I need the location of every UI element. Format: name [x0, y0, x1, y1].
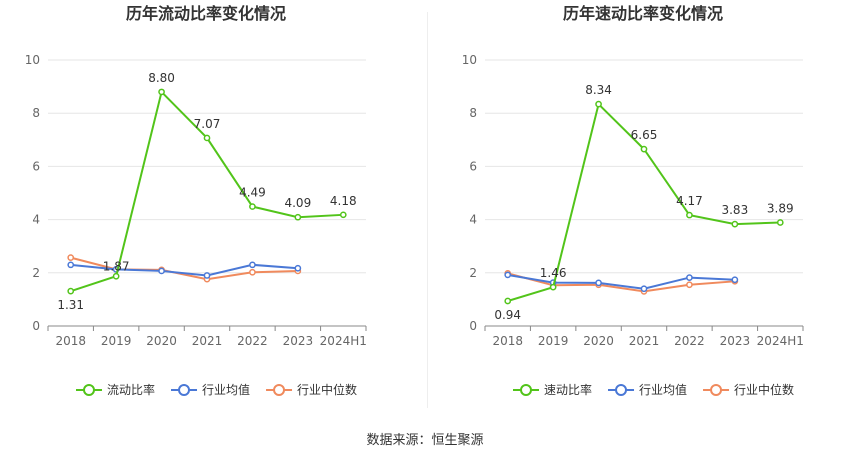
- legend-label[interactable]: 流动比率: [107, 382, 155, 397]
- data-point[interactable]: [595, 279, 602, 287]
- legend-marker[interactable]: [83, 384, 95, 396]
- y-tick-label: 8: [32, 106, 40, 120]
- data-point[interactable]: [504, 271, 512, 279]
- series-line: [70, 263, 298, 277]
- y-tick-label: 0: [469, 319, 477, 333]
- legend-marker[interactable]: [615, 384, 628, 396]
- data-label: 7.07: [194, 117, 221, 131]
- data-point[interactable]: [504, 297, 512, 305]
- data-label: 0.94: [494, 308, 521, 322]
- data-point[interactable]: [294, 264, 302, 272]
- x-tick-label: 2023: [283, 334, 314, 348]
- data-point[interactable]: [67, 254, 75, 261]
- x-tick-label: 2019: [101, 334, 132, 348]
- legend-label[interactable]: 行业均值: [202, 382, 250, 397]
- x-tick-label: 2022: [237, 334, 268, 348]
- data-point[interactable]: [731, 220, 739, 228]
- data-point[interactable]: [67, 261, 75, 269]
- data-point[interactable]: [112, 272, 120, 280]
- x-tick-label: 2018: [492, 334, 523, 348]
- data-point[interactable]: [158, 88, 165, 96]
- x-tick-label: 2020: [146, 334, 177, 348]
- legend-label[interactable]: 行业中位数: [297, 382, 357, 397]
- data-point[interactable]: [595, 100, 602, 108]
- x-tick-label: 2024H1: [320, 334, 367, 348]
- data-point[interactable]: [731, 276, 739, 284]
- data-label: 4.18: [330, 194, 357, 208]
- series-line: [70, 256, 298, 281]
- data-label: 4.09: [284, 196, 311, 210]
- x-tick-label: 2021: [629, 334, 660, 348]
- data-point[interactable]: [249, 203, 256, 210]
- y-tick-label: 4: [32, 213, 40, 227]
- y-tick-label: 10: [462, 53, 477, 67]
- source-note: 数据来源：恒生聚源: [366, 433, 484, 448]
- data-point[interactable]: [158, 267, 165, 275]
- data-point[interactable]: [294, 213, 302, 221]
- data-point[interactable]: [203, 134, 211, 142]
- legend-marker[interactable]: [178, 384, 191, 396]
- series-line: [507, 272, 735, 293]
- data-point[interactable]: [339, 211, 347, 219]
- x-tick-label: 2020: [583, 334, 614, 348]
- legend-label[interactable]: 速动比率: [544, 382, 592, 397]
- data-point[interactable]: [640, 285, 648, 293]
- chart-title-2: 历年速动比率变化情况: [563, 4, 723, 23]
- data-point[interactable]: [203, 272, 211, 279]
- x-tick-label: 2023: [720, 334, 751, 348]
- y-tick-label: 8: [469, 106, 477, 120]
- data-label: 8.80: [148, 71, 175, 85]
- data-label: 3.89: [767, 202, 794, 216]
- x-tick-label: 2024H1: [757, 334, 804, 348]
- x-tick-label: 2018: [55, 334, 86, 348]
- data-point[interactable]: [776, 219, 784, 226]
- legend-marker[interactable]: [520, 384, 532, 396]
- x-tick-label: 2021: [192, 334, 223, 348]
- data-point[interactable]: [249, 268, 256, 276]
- data-point[interactable]: [640, 145, 648, 153]
- chart-title-1: 历年流动比率变化情况: [126, 4, 286, 23]
- y-tick-label: 2: [469, 266, 477, 280]
- y-tick-label: 0: [32, 319, 40, 333]
- data-label: 1.31: [57, 298, 84, 312]
- data-label: 1.87: [103, 259, 130, 273]
- data-label: 6.65: [631, 128, 658, 142]
- data-label: 3.83: [721, 203, 748, 217]
- data-label: 1.46: [540, 266, 567, 280]
- data-point[interactable]: [249, 261, 256, 269]
- panel-divider: [427, 12, 428, 408]
- y-tick-label: 2: [32, 266, 40, 280]
- data-label: 4.49: [239, 186, 266, 200]
- legend-label[interactable]: 行业中位数: [734, 382, 794, 397]
- data-point[interactable]: [686, 281, 693, 289]
- series-line: [507, 273, 735, 290]
- x-tick-label: 2019: [538, 334, 569, 348]
- y-tick-label: 4: [469, 213, 477, 227]
- data-label: 8.34: [585, 83, 612, 97]
- data-label: 4.17: [676, 194, 703, 208]
- x-tick-label: 2022: [674, 334, 705, 348]
- data-point[interactable]: [686, 274, 693, 281]
- y-tick-label: 10: [25, 53, 40, 67]
- data-point[interactable]: [686, 211, 693, 219]
- legend-marker[interactable]: [710, 384, 723, 396]
- y-tick-label: 6: [32, 159, 40, 173]
- y-tick-label: 6: [469, 159, 477, 173]
- legend-marker[interactable]: [273, 384, 286, 396]
- data-point[interactable]: [549, 283, 557, 291]
- data-point[interactable]: [67, 287, 75, 295]
- legend-label[interactable]: 行业均值: [639, 382, 687, 397]
